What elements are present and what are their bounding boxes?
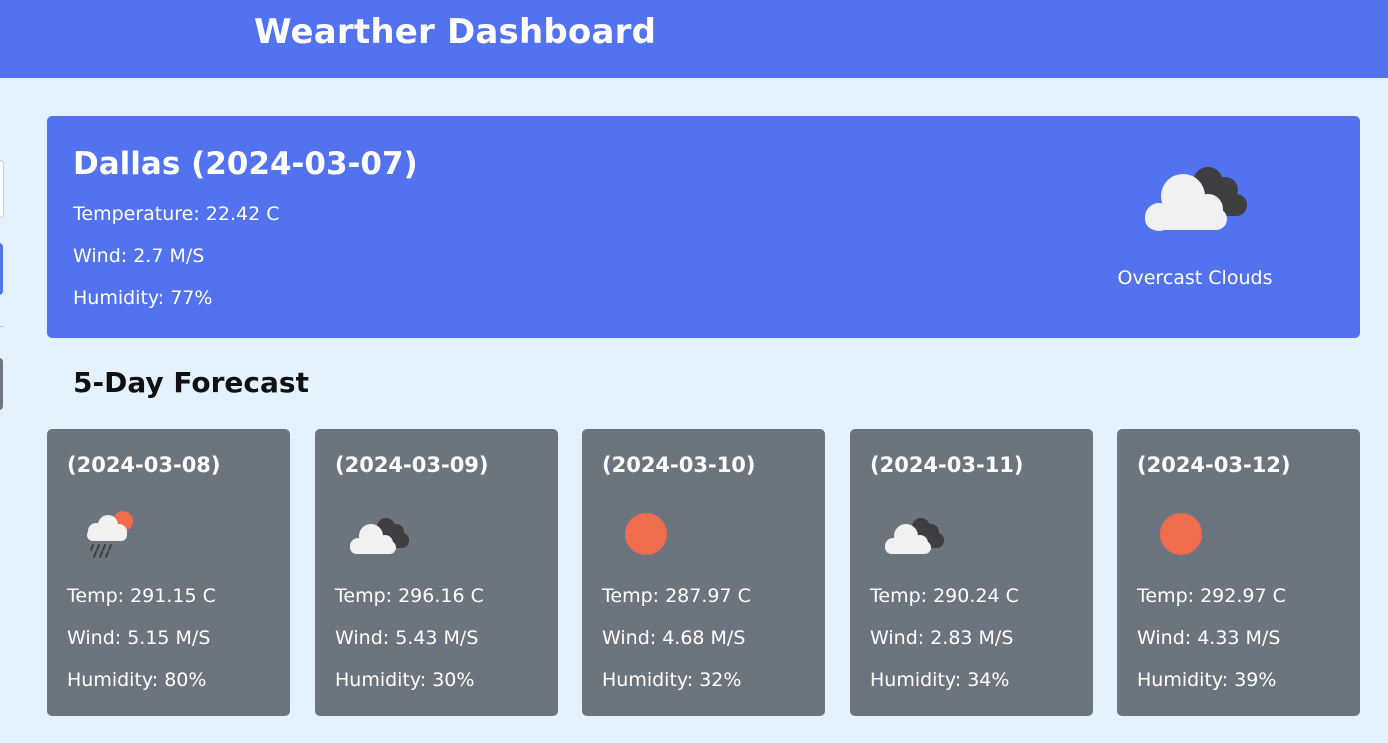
sun-icon (1145, 505, 1215, 561)
forecast-card: (2024-03-12) Temp: 292.97 C Wind: 4.33 M… (1117, 429, 1360, 716)
forecast-humidity: Humidity: 34% (870, 669, 1010, 691)
forecast-card: (2024-03-08) Temp: 291.15 C Wind: 5.15 M… (47, 429, 290, 716)
forecast-wind: Wind: 4.33 M/S (1137, 627, 1281, 649)
forecast-humidity: Humidity: 39% (1137, 669, 1277, 691)
app-title: Wearther Dashboard (254, 12, 657, 52)
forecast-humidity: Humidity: 32% (602, 669, 742, 691)
current-weather-card: Dallas (2024-03-07) Temperature: 22.42 C… (47, 116, 1360, 338)
current-city-date: Dallas (2024-03-07) (73, 146, 418, 182)
use-location-button[interactable] (0, 358, 3, 410)
current-description: Overcast Clouds (1117, 267, 1273, 289)
forecast-card: (2024-03-09) Temp: 296.16 C Wind: 5.43 M… (315, 429, 558, 716)
forecast-card: (2024-03-10) Temp: 287.97 C Wind: 4.68 M… (582, 429, 825, 716)
overcast-clouds-icon (1137, 156, 1253, 236)
forecast-date: (2024-03-09) (335, 453, 489, 477)
forecast-date: (2024-03-08) (67, 453, 221, 477)
forecast-wind: Wind: 5.15 M/S (67, 627, 211, 649)
forecast-humidity: Humidity: 80% (67, 669, 207, 691)
current-wind: Wind: 2.7 M/S (73, 245, 205, 267)
sidebar-divider (0, 326, 4, 327)
forecast-wind: Wind: 2.83 M/S (870, 627, 1014, 649)
forecast-date: (2024-03-12) (1137, 453, 1291, 477)
forecast-card: (2024-03-11) Temp: 290.24 C Wind: 2.83 M… (850, 429, 1093, 716)
forecast-temp: Temp: 287.97 C (602, 585, 751, 607)
sun-icon (610, 505, 680, 561)
forecast-temp: Temp: 290.24 C (870, 585, 1019, 607)
forecast-temp: Temp: 296.16 C (335, 585, 484, 607)
rain-sun-icon (75, 505, 145, 561)
current-temperature: Temperature: 22.42 C (73, 203, 280, 225)
forecast-temp: Temp: 292.97 C (1137, 585, 1286, 607)
forecast-wind: Wind: 4.68 M/S (602, 627, 746, 649)
overcast-clouds-icon (878, 505, 948, 561)
forecast-date: (2024-03-10) (602, 453, 756, 477)
forecast-title: 5-Day Forecast (73, 366, 309, 399)
app-header: Wearther Dashboard (0, 0, 1388, 78)
forecast-date: (2024-03-11) (870, 453, 1024, 477)
forecast-temp: Temp: 291.15 C (67, 585, 216, 607)
city-search-input[interactable] (0, 160, 4, 218)
forecast-humidity: Humidity: 30% (335, 669, 475, 691)
search-button[interactable] (0, 243, 3, 295)
forecast-wind: Wind: 5.43 M/S (335, 627, 479, 649)
current-humidity: Humidity: 77% (73, 287, 213, 309)
overcast-clouds-icon (343, 505, 413, 561)
